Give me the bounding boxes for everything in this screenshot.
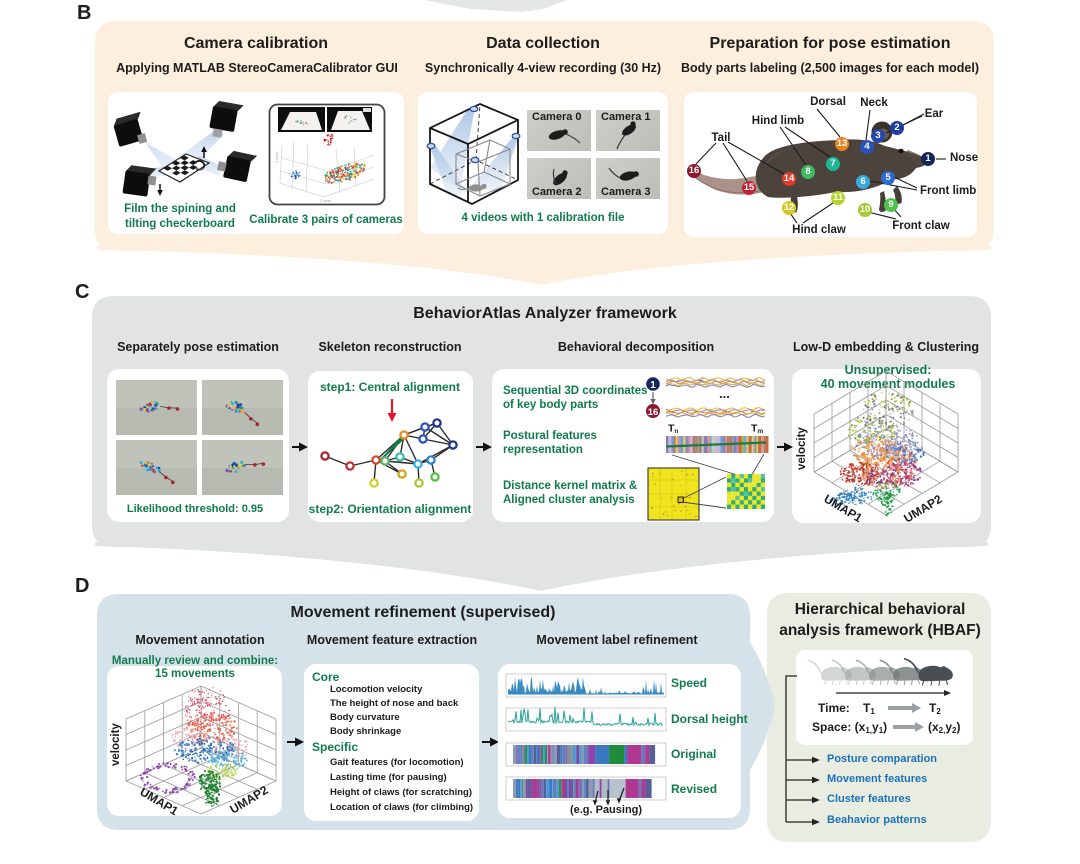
svg-text:T2: T2: [929, 701, 941, 716]
svg-text:1: 1: [650, 380, 656, 391]
svg-text:Z (mm): Z (mm): [320, 199, 331, 203]
svg-text:...: ...: [719, 386, 730, 401]
svg-text:(x2,y2): (x2,y2): [928, 720, 960, 735]
svg-text:Time:: Time:: [818, 701, 850, 715]
svg-text:Space: (x1,y1): Space: (x1,y1): [812, 720, 887, 735]
svg-text:Y (mm): Y (mm): [275, 152, 279, 163]
svg-text:Tn: Tn: [668, 423, 678, 436]
svg-text:T1: T1: [863, 701, 875, 716]
svg-text:16: 16: [648, 407, 659, 418]
